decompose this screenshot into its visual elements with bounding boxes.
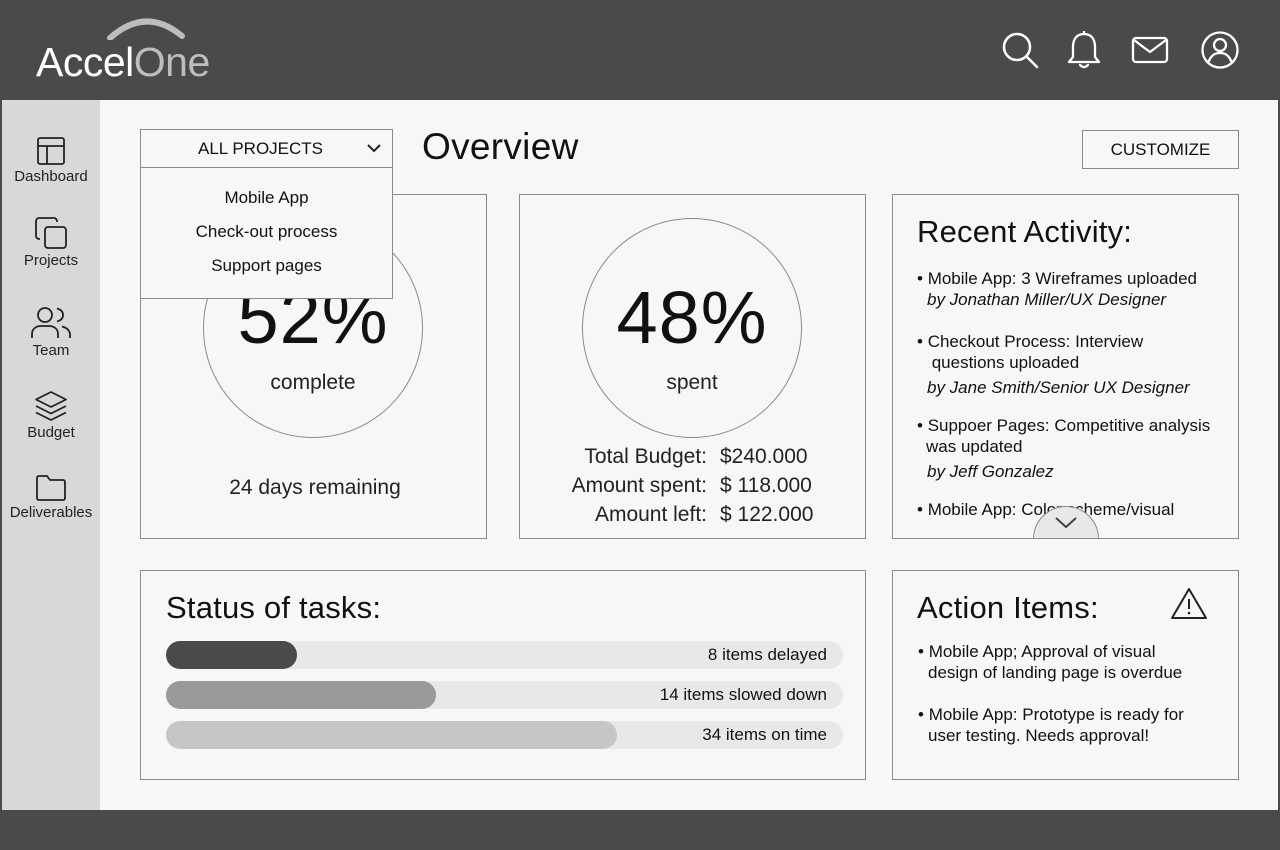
action-item-text-cont: user testing. Needs approval! — [928, 726, 1150, 745]
bell-icon — [1067, 31, 1101, 69]
sidebar-item-team[interactable]: Team — [2, 306, 100, 359]
project-select[interactable]: ALL PROJECTS — [140, 129, 393, 168]
logo-text-one: One — [133, 39, 211, 85]
main-content: 52% complete 24 days remaining ALL PROJE… — [100, 100, 1278, 810]
layout-icon — [37, 137, 65, 165]
messages-button[interactable] — [1128, 28, 1172, 72]
search-icon — [1002, 32, 1039, 69]
logo-text-accel: Accel — [36, 39, 134, 85]
task-bar-on-time: 34 items on time — [166, 721, 843, 749]
logo-text: AccelOne — [36, 38, 210, 86]
action-item-text: Mobile App; Approval of visual — [928, 642, 1156, 661]
total-budget-label: Total Budget: — [584, 445, 707, 468]
task-bar-delayed-label: 8 items delayed — [707, 645, 827, 664]
sidebar-item-budget[interactable]: Budget — [2, 390, 100, 441]
sidebar-item-projects[interactable]: Projects — [2, 216, 100, 269]
task-bar-slowed: 14 items slowed down — [166, 681, 843, 709]
search-button[interactable] — [998, 28, 1042, 72]
amount-spent-value: $ 118.000 — [720, 474, 812, 497]
task-status-panel: Status of tasks: 8 items delayed 14 item… — [140, 570, 866, 780]
action-item: • Mobile App; Approval of visual design … — [918, 642, 1183, 682]
task-bar-on-time-fill — [166, 721, 617, 749]
top-bar: AccelOne — [0, 0, 1280, 100]
project-option-checkout[interactable]: Check-out process — [195, 222, 338, 241]
sidebar-item-label: Deliverables — [9, 504, 93, 521]
budget-panel: 48% spent Total Budget: $240.000 Amount … — [519, 194, 866, 539]
activity-item: • Suppoer Pages: Competitive analysis wa… — [917, 416, 1211, 481]
activity-item-text-cont: was updated — [926, 437, 1023, 456]
sidebar-item-label: Dashboard — [14, 168, 88, 185]
task-bar-slowed-label: 14 items slowed down — [659, 685, 827, 704]
total-budget-value: $240.000 — [720, 445, 808, 468]
project-select-value: ALL PROJECTS — [197, 138, 324, 158]
sidebar-item-label: Budget — [27, 424, 75, 441]
sidebar-item-label: Projects — [23, 252, 79, 269]
amount-left-label: Amount left: — [594, 503, 707, 526]
sidebar-item-deliverables[interactable]: Deliverables — [2, 474, 100, 521]
sidebar: Dashboard Projects Team Budge — [2, 100, 100, 810]
action-item-text: Mobile App: Prototype is ready for — [928, 705, 1184, 724]
logo-arc-icon — [107, 18, 185, 40]
task-bar-delayed: 8 items delayed — [166, 641, 843, 669]
recent-activity-panel: Recent Activity: • Mobile App: 3 Wirefra… — [892, 194, 1239, 539]
warning-icon — [1171, 588, 1207, 619]
activity-item-text: Suppoer Pages: Competitive analysis — [927, 416, 1211, 435]
copy-icon — [35, 217, 67, 249]
amount-spent-label: Amount spent: — [571, 474, 707, 497]
task-bar-slowed-fill — [166, 681, 437, 709]
mail-icon — [1131, 36, 1169, 64]
layers-icon — [35, 391, 67, 421]
sidebar-item-dashboard[interactable]: Dashboard — [2, 136, 100, 185]
amount-left-value: $ 122.000 — [720, 503, 814, 526]
activity-item-author: by Jonathan Miller/UX Designer — [927, 290, 1167, 309]
days-remaining: 24 days remaining — [229, 476, 401, 499]
project-select-menu: Mobile App Check-out process Support pag… — [140, 167, 393, 299]
project-option-support[interactable]: Support pages — [211, 256, 322, 275]
budget-percent: 48% — [616, 276, 768, 359]
users-icon — [31, 307, 71, 338]
chevron-down-icon — [367, 144, 381, 153]
activity-item: • Mobile App: 3 Wireframes uploaded by J… — [917, 269, 1197, 309]
activity-item-author: by Jane Smith/Senior UX Designer — [927, 378, 1190, 397]
activity-item-author: by Jeff Gonzalez — [927, 462, 1054, 481]
action-items-title: Action Items: — [917, 590, 1099, 625]
activity-item: • Checkout Process: Interview questions … — [917, 332, 1190, 397]
budget-caption: spent — [666, 371, 718, 394]
sidebar-item-label: Team — [32, 342, 70, 359]
folder-icon — [36, 475, 66, 501]
page-title: Overview — [422, 126, 579, 167]
task-bar-on-time-label: 34 items on time — [702, 725, 827, 744]
customize-button[interactable]: CUSTOMIZE — [1082, 130, 1239, 169]
action-item-text-cont: design of landing page is overdue — [928, 663, 1183, 682]
app-frame: Dashboard Projects Team Budge — [2, 100, 1278, 810]
activity-item-text: Mobile App: 3 Wireframes uploaded — [927, 269, 1197, 288]
budget-circle — [582, 218, 802, 438]
logo[interactable]: AccelOne — [36, 14, 236, 86]
notifications-button[interactable] — [1062, 28, 1106, 72]
project-option-mobile-app[interactable]: Mobile App — [224, 188, 309, 207]
activity-item-text-cont: questions uploaded — [927, 353, 1080, 372]
action-item: • Mobile App: Prototype is ready for use… — [918, 705, 1184, 745]
bottom-bar — [0, 810, 1280, 850]
recent-activity-title: Recent Activity: — [917, 214, 1133, 249]
progress-caption: complete — [270, 371, 356, 394]
activity-item-text: Checkout Process: Interview — [927, 332, 1144, 351]
chevron-down-icon — [1055, 517, 1077, 529]
profile-button[interactable] — [1198, 28, 1242, 72]
action-items-panel: Action Items: • Mobile App; Approval of … — [892, 570, 1239, 780]
task-bar-delayed-fill — [166, 641, 297, 669]
user-icon — [1201, 31, 1239, 69]
task-status-title: Status of tasks: — [166, 590, 382, 625]
